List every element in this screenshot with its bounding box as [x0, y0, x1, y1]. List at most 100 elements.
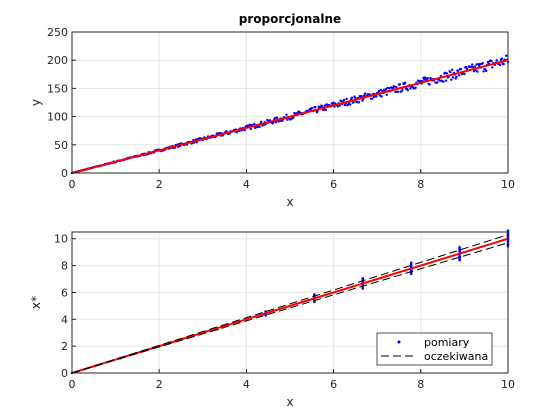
data-point	[395, 86, 398, 89]
data-point	[310, 106, 313, 110]
data-point	[342, 98, 346, 102]
y-tick-label: 4	[61, 313, 68, 326]
data-point	[380, 95, 383, 98]
data-point	[450, 68, 454, 71]
data-point	[360, 95, 363, 98]
data-point	[285, 113, 288, 116]
data-point	[409, 87, 412, 90]
y-tick-label: 0	[61, 367, 68, 380]
x-tick-label: 2	[156, 378, 163, 391]
data-point	[264, 310, 267, 313]
x-tick-label: 2	[156, 178, 163, 191]
data-point	[451, 76, 455, 79]
data-point	[361, 277, 365, 280]
data-point	[444, 79, 448, 82]
data-point	[476, 70, 479, 73]
data-point	[457, 69, 460, 72]
data-point	[471, 63, 474, 66]
data-point	[423, 78, 426, 81]
data-point	[273, 116, 277, 120]
expected-line	[71, 234, 509, 374]
x-axis-label: x	[286, 395, 293, 409]
data-point	[436, 81, 439, 84]
data-point	[384, 88, 388, 91]
data-point	[414, 86, 417, 89]
axes-frame	[71, 31, 509, 174]
data-point	[426, 76, 429, 80]
legend-label-oczekiwana: oczekiwana	[424, 350, 488, 363]
legend-marker-pomiary	[397, 340, 401, 344]
x-tick-label: 0	[69, 178, 76, 191]
data-point	[463, 72, 466, 76]
data-point	[403, 81, 407, 85]
data-point	[253, 122, 256, 126]
fit-line	[71, 237, 509, 374]
legend-label-pomiary: pomiary	[424, 336, 470, 349]
data-point	[505, 54, 508, 57]
data-point	[377, 89, 381, 93]
data-point	[506, 229, 510, 232]
data-point	[485, 69, 488, 73]
data-point	[458, 245, 461, 249]
legend-box	[376, 332, 493, 366]
data-point	[457, 74, 461, 77]
x-tick-label: 4	[243, 178, 250, 191]
data-point	[442, 80, 445, 83]
y-tick-label: 10	[54, 233, 68, 246]
data-point	[385, 93, 388, 96]
x-tick-label: 10	[501, 378, 515, 391]
x-tick-label: 10	[501, 178, 515, 191]
x-tick-label: 8	[417, 378, 424, 391]
x-axis-label: x	[286, 195, 293, 209]
data-point	[482, 70, 485, 73]
data-point	[474, 69, 477, 72]
x-tick-label: 6	[330, 378, 337, 391]
data-point	[274, 120, 278, 124]
data-point	[491, 66, 494, 69]
data-point	[275, 116, 279, 119]
data-point	[370, 97, 374, 101]
data-point	[323, 104, 327, 107]
data-point	[455, 75, 458, 78]
data-point	[502, 62, 505, 66]
data-point	[338, 104, 341, 107]
y-axis-label: y	[29, 99, 43, 106]
tick-labels: 0 2 4 6 8 10 0 2 4 6 8 10	[54, 233, 515, 391]
y-tick-label: 8	[61, 260, 68, 273]
data-point	[406, 89, 409, 92]
data-point	[398, 83, 402, 86]
data-point	[423, 76, 427, 79]
y-tick-label: 0	[61, 167, 68, 180]
data-point	[266, 118, 269, 122]
data-point	[375, 95, 378, 98]
data-point	[357, 101, 361, 104]
y-tick-label: 2	[61, 340, 68, 353]
y-tick-label: 50	[54, 139, 68, 152]
y-tick-label: 200	[47, 54, 68, 67]
axes-frame	[71, 231, 509, 374]
data-point	[500, 57, 504, 60]
data-point	[324, 108, 327, 112]
x-tick-label: 4	[243, 378, 250, 391]
data-point	[410, 272, 413, 275]
expected-line	[71, 242, 509, 374]
data-point	[401, 88, 404, 91]
data-point	[361, 287, 365, 290]
data-point	[450, 78, 453, 81]
x-tick-label: 0	[69, 378, 76, 391]
data-point	[400, 90, 403, 93]
data-point	[249, 127, 252, 131]
y-tick-label: 6	[61, 286, 68, 299]
y-tick-label: 150	[47, 82, 68, 95]
data-point	[481, 62, 484, 65]
data-point	[258, 125, 261, 129]
data-point	[410, 261, 413, 264]
x-tick-label: 6	[330, 178, 337, 191]
data-point	[458, 248, 461, 251]
data-point	[350, 96, 354, 99]
data-point	[428, 83, 431, 86]
data-point	[458, 257, 461, 260]
data-point	[378, 94, 382, 97]
data-point	[473, 65, 477, 68]
